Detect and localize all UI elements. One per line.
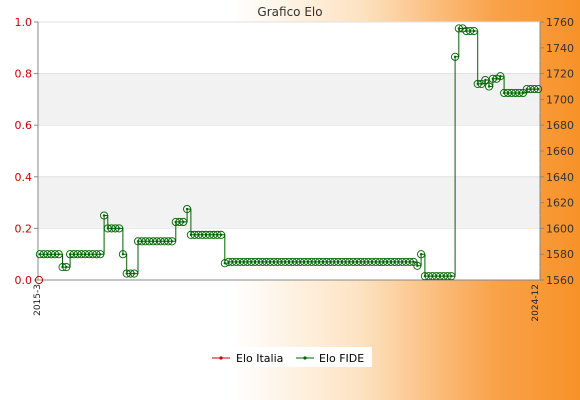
data-point-center-elo-fide — [480, 82, 483, 86]
data-point-elo-fide — [118, 250, 127, 259]
legend-label-elo-italia: Elo Italia — [236, 352, 283, 365]
data-point-center-elo-fide — [133, 272, 136, 275]
left-axis: 0.0 0.2 0.4 0.6 0.8 1.0 — [15, 16, 38, 287]
data-point-elo-fide — [469, 26, 478, 36]
data-point-elo-fide — [115, 224, 124, 233]
data-point-center-elo-fide — [487, 85, 491, 88]
data-point-center-elo-fide — [450, 274, 453, 278]
legend: Elo Italia Elo FIDE — [206, 347, 372, 367]
data-point-center-elo-fide — [57, 253, 60, 256]
data-point-center-elo-fide — [453, 55, 457, 59]
grid-band — [38, 176, 540, 229]
data-point-center-elo-fide — [219, 233, 223, 237]
x-tick-label: 2024-12 — [531, 284, 541, 322]
data-point-elo-fide — [217, 230, 226, 239]
right-axis: 1560 1580 1600 1620 1640 1660 1680 1700 1720 1740… — [540, 16, 574, 287]
data-point-center-elo-fide — [182, 220, 185, 224]
legend-box — [206, 347, 372, 367]
data-point-center-elo-fide — [102, 214, 106, 217]
x-tick-label: 2015-3 — [33, 284, 43, 316]
data-point-elo-fide — [183, 204, 192, 214]
plot-background — [38, 22, 540, 280]
data-point-elo-fide — [484, 82, 494, 91]
right-tick-label: 1740 — [546, 42, 574, 55]
data-point-center-elo-fide — [99, 253, 102, 256]
right-tick-label: 1640 — [546, 171, 574, 184]
left-tick-label: 1.0 — [15, 16, 33, 29]
right-tick-label: 1720 — [546, 68, 574, 81]
chart-title: Grafico Elo — [257, 5, 322, 19]
plot-area — [37, 21, 541, 281]
data-point-elo-fide — [167, 237, 177, 246]
right-tick-label: 1660 — [546, 145, 574, 158]
legend-marker-elo-italia — [219, 356, 223, 360]
x-axis: 2015-3 2024-12 — [33, 284, 541, 322]
left-tick-label: 0.2 — [15, 222, 33, 235]
data-point-elo-fide — [54, 250, 63, 259]
data-point-elo-fide — [496, 72, 505, 81]
data-point-elo-fide — [534, 85, 543, 94]
right-tick-label: 1680 — [546, 119, 574, 132]
data-point-center-elo-fide — [499, 74, 502, 78]
data-point-center-elo-fide — [419, 253, 423, 256]
data-point-center-elo-fide — [412, 260, 415, 264]
data-point-center-elo-fide — [472, 29, 476, 33]
right-tick-label: 1600 — [546, 222, 574, 235]
legend-marker-elo-fide — [303, 356, 307, 360]
data-point-center-elo-fide — [484, 78, 487, 82]
left-tick-label: 0.8 — [15, 68, 33, 81]
data-point-center-elo-fide — [185, 207, 189, 211]
data-point-elo-fide — [96, 250, 105, 259]
left-tick-label: 0.4 — [15, 171, 33, 184]
data-point-center-elo-fide — [65, 265, 68, 269]
right-tick-label: 1620 — [546, 197, 574, 210]
right-tick-label: 1700 — [546, 93, 574, 106]
data-point-elo-fide — [447, 272, 456, 281]
left-tick-label: 0.6 — [15, 119, 33, 132]
left-tick-label: 0.0 — [15, 274, 33, 287]
data-point-center-elo-fide — [521, 91, 525, 95]
grid-band — [38, 73, 540, 126]
data-point-elo-fide — [179, 217, 188, 226]
series-layer — [34, 24, 543, 285]
right-tick-label: 1760 — [546, 16, 574, 29]
data-point-elo-fide — [413, 261, 422, 270]
data-point-elo-fide — [130, 269, 139, 278]
data-point-center-elo-fide — [170, 240, 174, 243]
legend-item-elo-italia: Elo Italia — [212, 352, 283, 365]
legend-item-elo-fide: Elo FIDE — [296, 352, 364, 365]
data-point-center-elo-fide — [536, 87, 540, 91]
data-point-elo-fide — [220, 259, 229, 268]
data-point-center-elo-fide — [416, 264, 419, 268]
data-point-elo-italia — [34, 275, 44, 285]
data-point-elo-fide — [62, 263, 71, 272]
right-tick-label: 1560 — [546, 274, 574, 287]
right-tick-label: 1580 — [546, 248, 574, 261]
data-point-center-elo-fide — [121, 253, 125, 256]
legend-label-elo-fide: Elo FIDE — [319, 352, 364, 365]
data-point-elo-fide — [451, 52, 460, 61]
data-point-elo-fide — [481, 76, 490, 85]
data-point-center-elo-fide — [117, 227, 121, 230]
data-point-elo-fide — [417, 250, 426, 259]
data-point-elo-fide — [100, 211, 109, 220]
